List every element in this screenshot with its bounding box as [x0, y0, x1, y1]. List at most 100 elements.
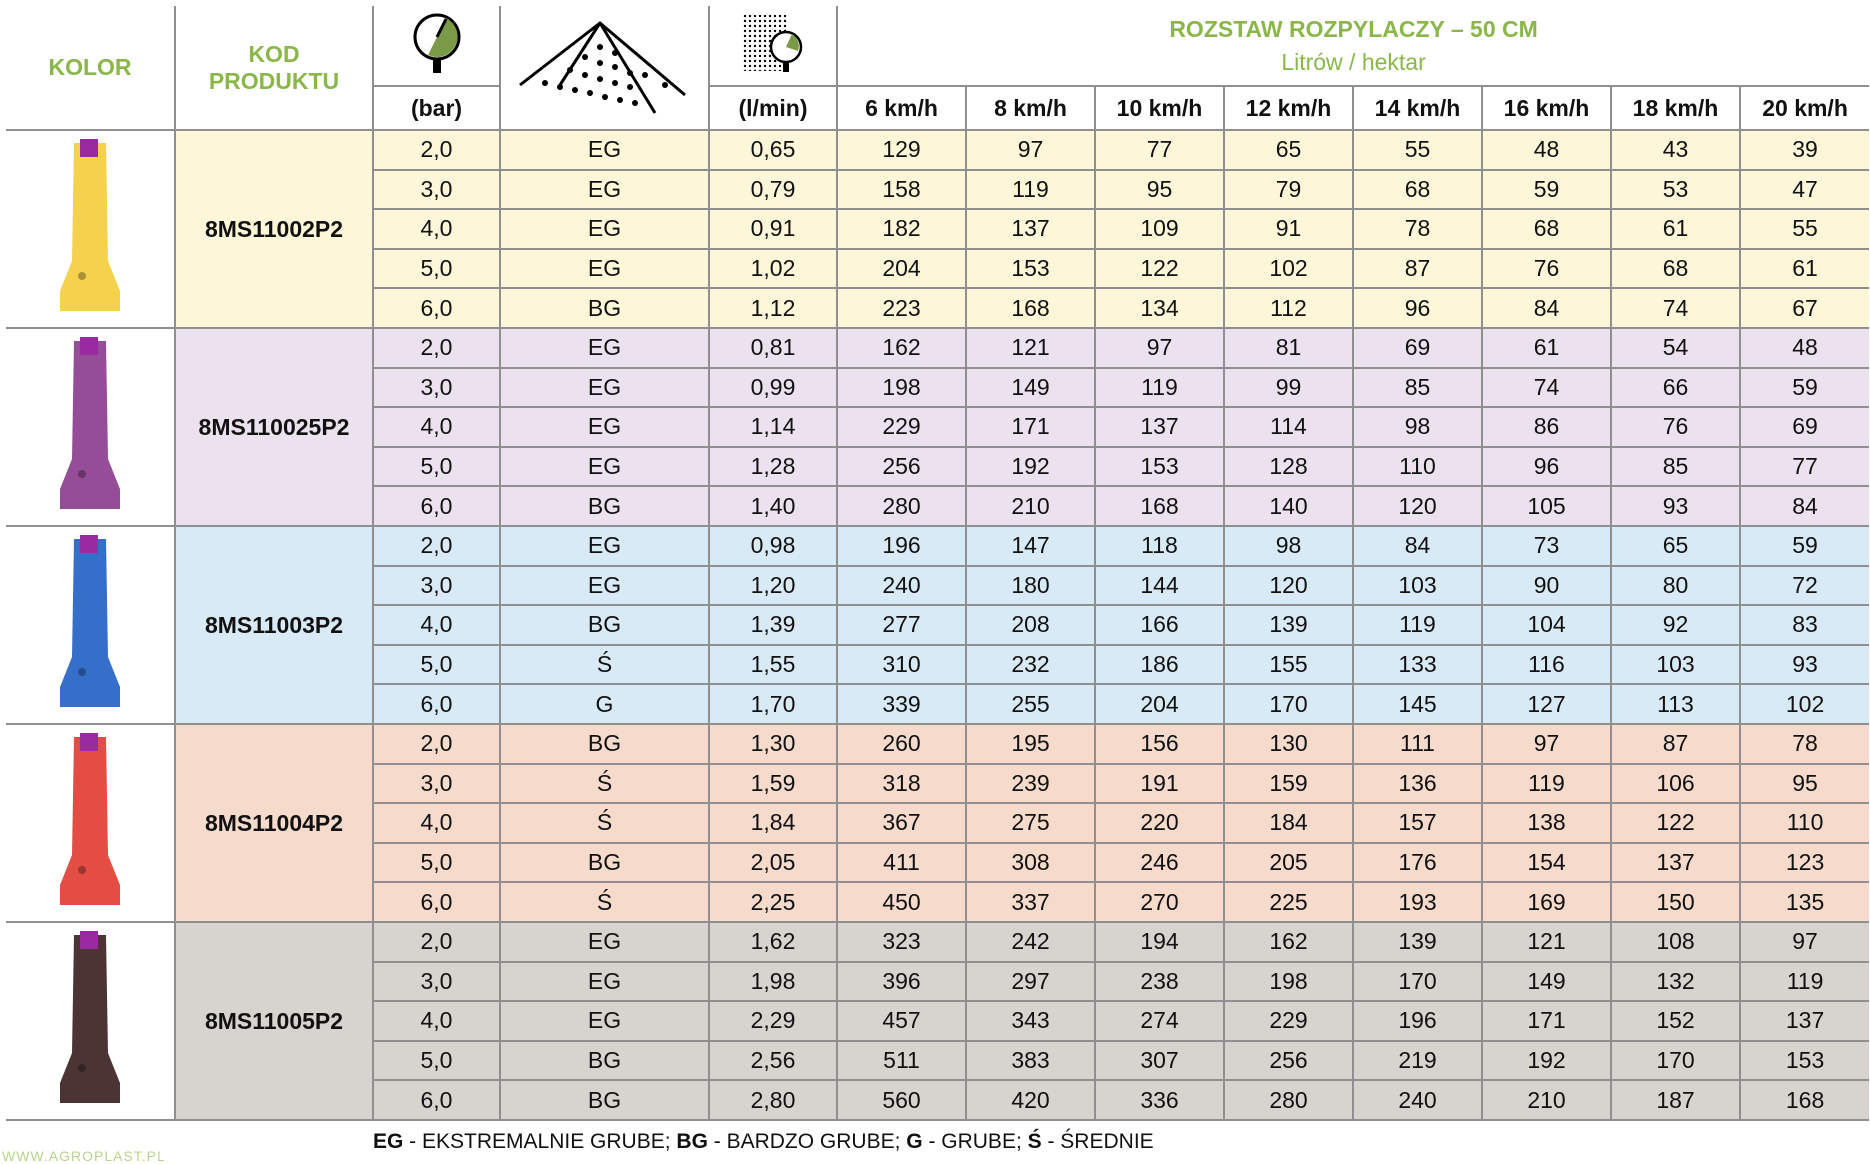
legend: EG - EKSTREMALNIE GRUBE; BG - BARDZO GRU…	[373, 1130, 1154, 1154]
website-footer: WWW.AGROPLAST.PL	[2, 1148, 166, 1164]
rate-cell: 47	[1738, 168, 1870, 211]
rate-cell: 43	[1610, 129, 1741, 171]
pressure-cell: 5,0	[372, 643, 501, 686]
legend-text: - BARDZO GRUBE;	[707, 1130, 907, 1153]
rate-cell: 240	[836, 564, 967, 607]
rate-cell: 140	[1223, 485, 1354, 527]
spacing-subtitle: Litrów / hektar	[1281, 48, 1426, 75]
legend-abbr: Ś	[1027, 1130, 1042, 1153]
rate-cell: 132	[1610, 960, 1741, 1003]
rate-cell: 97	[1738, 921, 1870, 963]
rate-cell: 93	[1610, 485, 1741, 527]
rate-cell: 194	[1094, 921, 1225, 963]
speed-header: 20 km/h	[1738, 85, 1870, 131]
rate-cell: 168	[1738, 1079, 1870, 1121]
speed-header: 14 km/h	[1352, 85, 1483, 131]
flow-cell: 2,05	[708, 841, 838, 884]
flow-cell: 2,25	[708, 881, 838, 923]
rate-cell: 61	[1481, 327, 1612, 369]
table-row: 6,0 BG 1,12 223 168 134 112 96 84 74 67	[6, 287, 1870, 329]
table-row: 8MS11003P2 2,0 EG 0,98 196 147 118 98 84 73 65 59	[6, 525, 1870, 725]
rate-cell: 119	[1094, 366, 1225, 409]
rate-cell: 61	[1738, 247, 1870, 290]
nozzle-image	[6, 327, 176, 527]
rate-cell: 223	[836, 287, 967, 329]
rate-cell: 205	[1223, 841, 1354, 884]
rate-cell: 147	[965, 525, 1096, 567]
rate-cell: 122	[1610, 802, 1741, 844]
rate-cell: 120	[1223, 564, 1354, 607]
rate-cell: 138	[1481, 802, 1612, 844]
rate-cell: 145	[1352, 683, 1483, 725]
rate-cell: 110	[1738, 802, 1870, 844]
flow-cell: 0,65	[708, 129, 838, 171]
flow-cell: 1,02	[708, 247, 838, 290]
rate-cell: 170	[1223, 683, 1354, 725]
flow-cell: 1,59	[708, 762, 838, 805]
rate-cell: 68	[1352, 168, 1483, 211]
droplet-class-cell: Ś	[499, 762, 710, 805]
rate-cell: 48	[1738, 327, 1870, 369]
rate-cell: 121	[1481, 921, 1612, 963]
header-kolor: KOLOR	[6, 6, 176, 131]
legend-abbr: EG	[373, 1130, 404, 1153]
rate-cell: 196	[836, 525, 967, 567]
rate-cell: 204	[836, 247, 967, 290]
rate-cell: 171	[1481, 1000, 1612, 1042]
rate-cell: 196	[1352, 1000, 1483, 1042]
rate-cell: 420	[965, 1079, 1096, 1121]
rate-cell: 120	[1352, 485, 1483, 527]
rate-cell: 192	[965, 445, 1096, 488]
rate-cell: 69	[1352, 327, 1483, 369]
rate-cell: 560	[836, 1079, 967, 1121]
spacing-title: ROZSTAW ROZPYLACZY – 50 CM	[1169, 15, 1538, 42]
flow-cell: 0,79	[708, 168, 838, 211]
rate-cell: 137	[1738, 1000, 1870, 1042]
droplet-class-cell: Ś	[499, 881, 710, 923]
rate-cell: 95	[1738, 762, 1870, 805]
rate-cell: 182	[836, 208, 967, 250]
legend-text: - ŚREDNIE	[1041, 1130, 1154, 1153]
speed-header: 8 km/h	[965, 85, 1096, 131]
flow-cell: 1,40	[708, 485, 838, 527]
rate-cell: 198	[836, 366, 967, 409]
pressure-cell: 3,0	[372, 564, 501, 607]
rate-cell: 191	[1094, 762, 1225, 805]
table-row: 5,0 EG 1,02 204 153 122 102 87 76 68 61	[6, 247, 1870, 290]
rate-cell: 166	[1094, 604, 1225, 646]
rate-cell: 383	[965, 1039, 1096, 1082]
pressure-cell: 6,0	[372, 881, 501, 923]
rate-cell: 74	[1481, 366, 1612, 409]
droplet-class-cell: EG	[499, 445, 710, 488]
rate-cell: 87	[1352, 247, 1483, 290]
rate-cell: 154	[1481, 841, 1612, 884]
pressure-cell: 5,0	[372, 247, 501, 290]
droplet-class-cell: G	[499, 683, 710, 725]
rate-cell: 162	[836, 327, 967, 369]
flow-cell: 1,55	[708, 643, 838, 686]
rate-cell: 102	[1223, 247, 1354, 290]
rate-cell: 156	[1094, 723, 1225, 765]
rate-cell: 55	[1352, 129, 1483, 171]
rate-cell: 168	[1094, 485, 1225, 527]
legend-text: - GRUBE;	[922, 1130, 1028, 1153]
legend-abbr: BG	[676, 1130, 708, 1153]
legend-text: - EKSTREMALNIE GRUBE;	[403, 1130, 677, 1153]
rate-cell: 78	[1352, 208, 1483, 250]
table-row: 3,0 EG 0,99 198 149 119 99 85 74 66 59	[6, 366, 1870, 409]
droplet-class-cell: EG	[499, 168, 710, 211]
droplet-class-cell: BG	[499, 485, 710, 527]
pressure-cell: 5,0	[372, 1039, 501, 1082]
rate-cell: 65	[1610, 525, 1741, 567]
rate-cell: 240	[1352, 1079, 1483, 1121]
rate-cell: 168	[965, 287, 1096, 329]
rate-cell: 74	[1610, 287, 1741, 329]
product-code: 8MS11002P2	[174, 129, 374, 329]
rate-cell: 53	[1610, 168, 1741, 211]
droplet-class-cell: EG	[499, 564, 710, 607]
rate-cell: 450	[836, 881, 967, 923]
pressure-cell: 6,0	[372, 1079, 501, 1121]
product-code: 8MS11003P2	[174, 525, 374, 725]
pressure-cell: 4,0	[372, 802, 501, 844]
kod-line2: PRODUKTU	[208, 67, 340, 94]
